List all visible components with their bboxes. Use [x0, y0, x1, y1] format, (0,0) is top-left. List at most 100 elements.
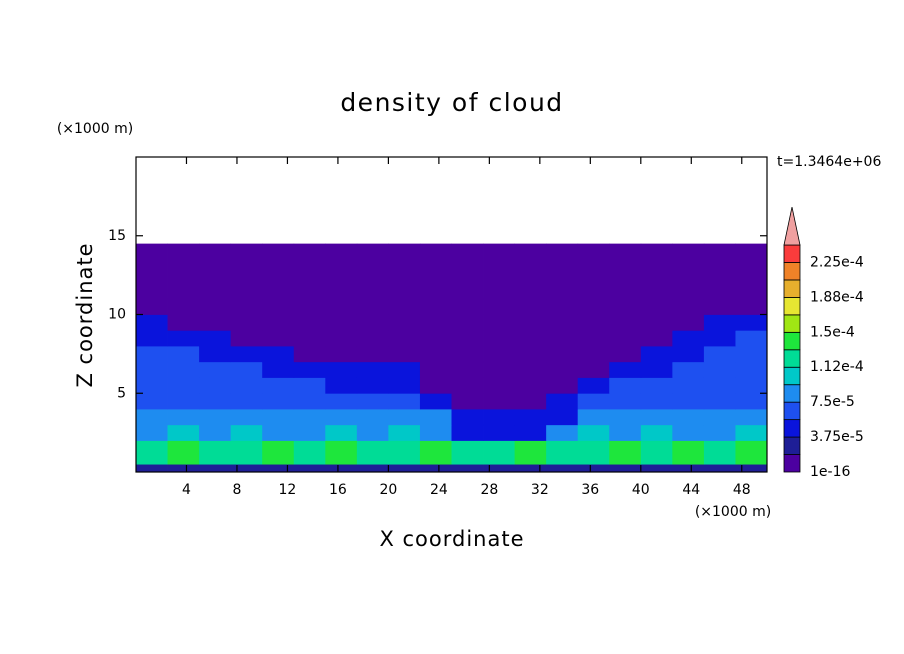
- field-cell: [546, 243, 579, 300]
- field-cell: [451, 393, 484, 410]
- x-axis-label: X coordinate: [379, 527, 524, 551]
- field-cell: [419, 393, 452, 410]
- field-cell: [167, 424, 200, 441]
- field-cell: [356, 377, 389, 394]
- field-cell: [640, 346, 673, 363]
- colorbar-segment: [783, 436, 801, 455]
- field-cell: [356, 314, 389, 331]
- field-cell: [451, 298, 484, 315]
- field-cell: [546, 361, 579, 378]
- field-cell: [577, 243, 610, 300]
- field-cell: [514, 377, 547, 394]
- field-cell: [262, 298, 295, 315]
- field-cell: [735, 346, 768, 363]
- field-cell: [640, 409, 673, 426]
- field-cell: [514, 409, 547, 426]
- time-label: t=1.3464e+06: [777, 154, 881, 170]
- field-cell: [325, 361, 358, 378]
- field-cell: [640, 440, 673, 465]
- field-cell: [514, 298, 547, 315]
- x-tick-label: 20: [379, 482, 397, 498]
- field-cell: [388, 424, 421, 441]
- field-cell: [325, 409, 358, 426]
- field-cell: [199, 330, 232, 347]
- field-cell: [735, 330, 768, 347]
- field-cell: [136, 243, 168, 300]
- field-cell: [199, 424, 232, 441]
- field-cell: [483, 393, 515, 410]
- field-cell: [672, 440, 705, 465]
- field-cell: [293, 440, 326, 465]
- field-cell: [577, 393, 610, 410]
- field-cell: [514, 393, 547, 410]
- field-cell: [262, 346, 295, 363]
- field-cell: [388, 440, 421, 465]
- field-cell: [735, 409, 768, 426]
- field-cell: [262, 440, 295, 465]
- field-cell: [703, 346, 736, 363]
- field-cell: [735, 393, 768, 410]
- field-cell: [640, 393, 673, 410]
- field-cell: [136, 330, 168, 347]
- field-cell: [735, 243, 768, 300]
- field-cell: [514, 424, 547, 441]
- field-cell: [672, 314, 705, 331]
- field-cell: [262, 464, 295, 473]
- field-cell: [735, 464, 768, 473]
- field-cell: [356, 424, 389, 441]
- field-cell: [136, 424, 168, 441]
- field-cell: [609, 361, 642, 378]
- field-cell: [325, 440, 358, 465]
- field-cell: [577, 330, 610, 347]
- field-cell: [388, 361, 421, 378]
- field-cell: [577, 424, 610, 441]
- field-cell: [293, 298, 326, 315]
- field-cell: [546, 298, 579, 315]
- field-cell: [703, 243, 736, 300]
- field-cell: [735, 440, 768, 465]
- field-cell: [199, 393, 232, 410]
- field-cell: [293, 409, 326, 426]
- field-cell: [199, 464, 232, 473]
- field-cell: [609, 409, 642, 426]
- colorbar-tick-label: 2.25e-4: [810, 254, 864, 270]
- colorbar-tick-label: 1e-16: [810, 464, 850, 480]
- field-cell: [262, 393, 295, 410]
- field-cell: [325, 424, 358, 441]
- field-cell: [703, 464, 736, 473]
- x-tick-label: 40: [632, 482, 650, 498]
- field-cell: [325, 393, 358, 410]
- field-cell: [640, 243, 673, 300]
- field-cell: [640, 464, 673, 473]
- field-cell: [451, 409, 484, 426]
- field-cell: [419, 409, 452, 426]
- field-cell: [609, 424, 642, 441]
- field-cell: [546, 440, 579, 465]
- field-cell: [388, 464, 421, 473]
- colorbar-segment: [783, 279, 801, 298]
- field-cell: [672, 330, 705, 347]
- colorbar-segment: [783, 349, 801, 368]
- field-cell: [167, 393, 200, 410]
- field-cell: [577, 298, 610, 315]
- field-cell: [451, 346, 484, 363]
- field-cell: [199, 243, 232, 300]
- y-tick-label: 5: [117, 385, 126, 401]
- x-tick-label: 48: [733, 482, 751, 498]
- field-cell: [483, 330, 515, 347]
- field-cell: [230, 464, 263, 473]
- field-cell: [735, 424, 768, 441]
- y-tick-label: 10: [108, 307, 126, 323]
- field-cell: [167, 409, 200, 426]
- field-cell: [672, 298, 705, 315]
- field-cell: [609, 330, 642, 347]
- x-tick-label: 16: [329, 482, 347, 498]
- field-cell: [230, 424, 263, 441]
- field-cell: [672, 424, 705, 441]
- field-cell: [230, 361, 263, 378]
- field-cell: [640, 298, 673, 315]
- field-cell: [136, 393, 168, 410]
- field-cell: [325, 346, 358, 363]
- field-cell: [356, 243, 389, 300]
